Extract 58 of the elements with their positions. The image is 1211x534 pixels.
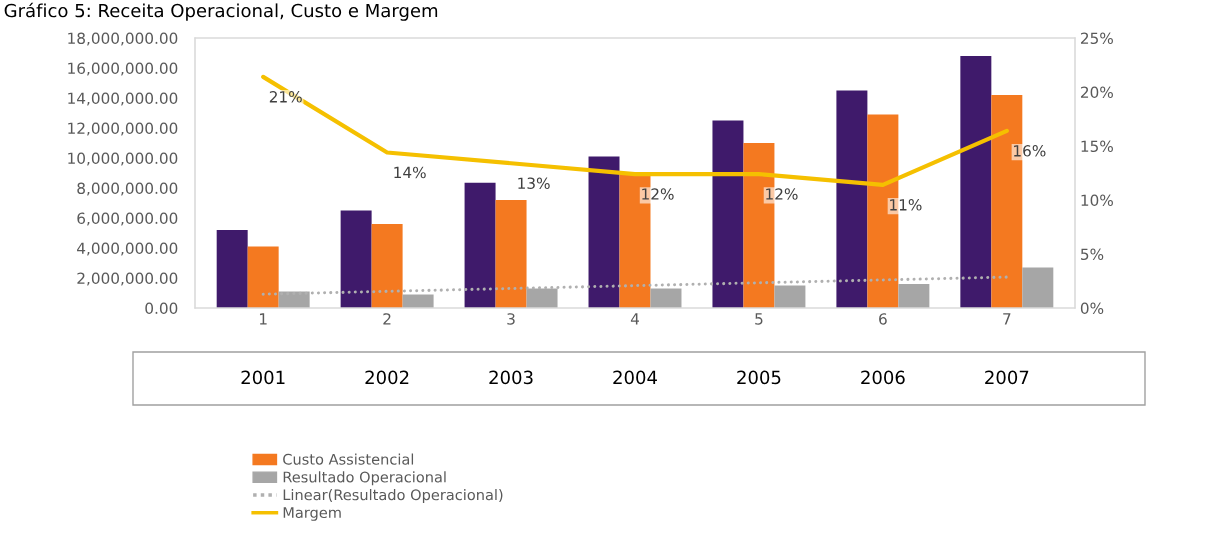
data-label: 12% <box>766 188 798 200</box>
bar <box>898 284 930 308</box>
x-tick-label: 6 <box>879 313 887 325</box>
line-series <box>261 74 1009 187</box>
text: 2003 <box>489 370 533 385</box>
legend-label: Custo Assistencial <box>283 453 414 465</box>
bar <box>1022 267 1054 308</box>
y2-tick-label: 25% <box>1080 32 1113 45</box>
y-tick-label: 0.00 <box>145 302 178 315</box>
bar <box>650 288 682 308</box>
bar <box>464 182 496 308</box>
y-tick-label: 18,000,000.00 <box>68 32 178 46</box>
y2-tick-label: 5% <box>1081 248 1104 261</box>
bar <box>712 120 744 308</box>
text: 2006 <box>861 370 905 385</box>
legend-label: Resultado Operacional <box>283 471 446 486</box>
chart-title: Gráfico 5: Receita Operacional, Custo e Margem <box>4 2 438 21</box>
data-label: 13% <box>518 177 550 189</box>
bar <box>774 285 806 308</box>
text: 2005 <box>737 370 781 385</box>
legend-label: Margem <box>283 507 341 521</box>
y-tick-label: 8,000,000.00 <box>77 182 178 196</box>
x-tick-label: 1 <box>259 313 267 325</box>
data-label: 14% <box>394 166 426 179</box>
bar <box>495 200 527 308</box>
y2-tick-label: 20% <box>1080 86 1113 99</box>
x-tick-label: 5 <box>755 313 763 325</box>
data-label: 12% <box>642 188 674 200</box>
bar <box>836 90 868 308</box>
y-tick-label: 14,000,000.00 <box>68 92 178 106</box>
bar <box>588 156 620 308</box>
bar <box>216 230 248 308</box>
x-tick-label: 2 <box>383 313 391 325</box>
text: 2004 <box>613 370 657 385</box>
y-tick-label: 2,000,000.00 <box>77 272 178 286</box>
bar <box>402 294 434 308</box>
data-label: 21% <box>269 91 302 103</box>
legend-label: Linear(Resultado Operacional) <box>283 489 503 504</box>
bar <box>960 56 992 308</box>
data-label: 16% <box>1014 145 1046 157</box>
text: 2002 <box>365 370 409 385</box>
bar <box>371 224 403 308</box>
data-label: 11% <box>890 199 922 211</box>
y-tick-label: 4,000,000.00 <box>77 242 178 256</box>
y-tick-label: 12,000,000.00 <box>68 122 178 136</box>
y2-tick-label: 0% <box>1080 302 1104 315</box>
x-tick-label: 7 <box>1003 313 1011 325</box>
y2-tick-label: 10% <box>1081 194 1113 207</box>
text: 2001 <box>241 370 285 385</box>
text: 2007 <box>985 370 1029 385</box>
y2-tick-label: 15% <box>1081 140 1113 153</box>
y-tick-label: 6,000,000.00 <box>77 212 178 226</box>
x-tick-label: 4 <box>630 313 639 325</box>
bar <box>340 210 372 308</box>
y-tick-label: 16,000,000.00 <box>68 62 178 76</box>
bar <box>247 246 279 308</box>
x-tick-label: 3 <box>507 313 515 325</box>
y-tick-label: 10,000,000.00 <box>68 152 178 166</box>
